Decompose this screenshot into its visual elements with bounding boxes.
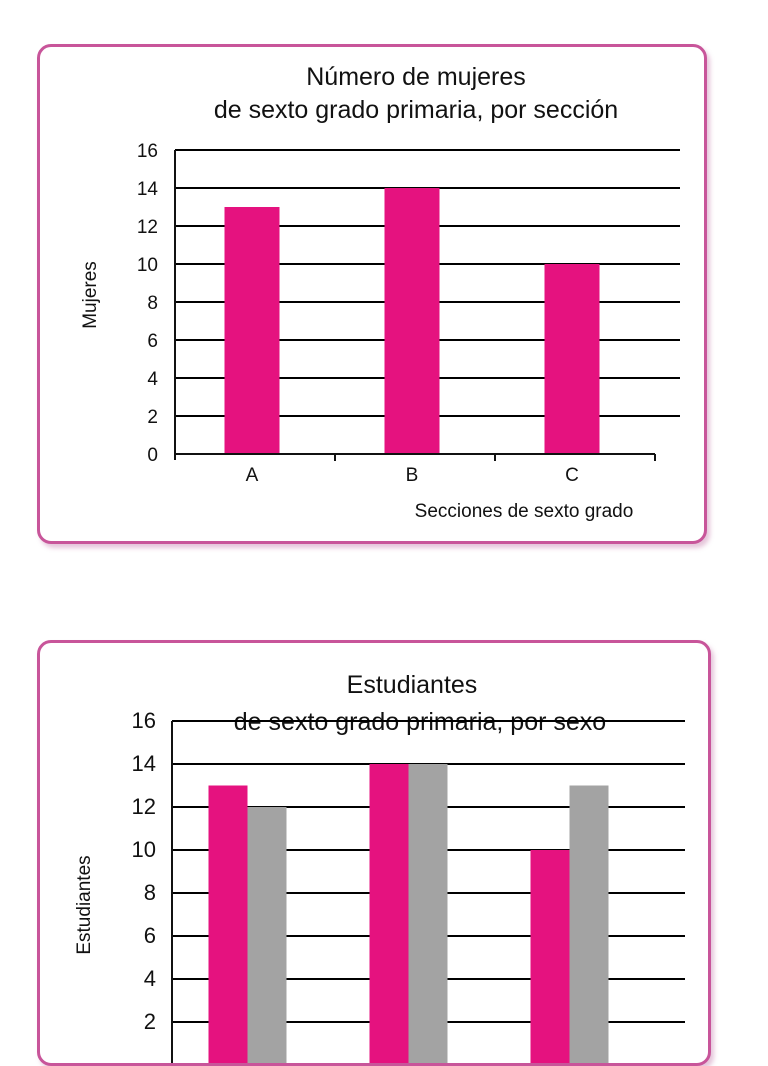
chart-card-mujeres-por-seccion: Número de mujeres de sexto grado primari… bbox=[37, 44, 707, 544]
x-tick-label: B bbox=[406, 465, 419, 486]
y-tick-label: 2 bbox=[147, 407, 158, 428]
x-axis-label: Secciones de sexto grado bbox=[415, 501, 634, 522]
x-tick-label: A bbox=[246, 465, 259, 486]
y-tick-label: 6 bbox=[144, 923, 156, 948]
bar-B-series-2 bbox=[408, 764, 448, 1063]
y-tick-label: 16 bbox=[137, 141, 158, 162]
chart-svg-estudiantes: Estudiantes de sexto grado primaria, por… bbox=[74, 671, 685, 1063]
chart-svg-mujeres: Número de mujeres de sexto grado primari… bbox=[80, 63, 680, 522]
y-tick-label: 2 bbox=[144, 1009, 156, 1034]
y-tick-label: 16 bbox=[132, 708, 156, 733]
y-tick-label: 14 bbox=[132, 751, 156, 776]
bar-A-series-2 bbox=[247, 807, 287, 1063]
bar-B bbox=[384, 188, 440, 454]
y-tick-label: 4 bbox=[147, 369, 158, 390]
y-tick-label: 6 bbox=[147, 331, 158, 352]
y-tick-label: 10 bbox=[137, 255, 158, 276]
y-tick-label: 12 bbox=[137, 217, 158, 238]
y-tick-label: 8 bbox=[147, 293, 158, 314]
bar-A-series-1 bbox=[208, 785, 248, 1063]
bar-C-series-1 bbox=[530, 850, 570, 1063]
x-tick-label: C bbox=[565, 465, 579, 486]
chart-title: Estudiantes bbox=[347, 671, 478, 699]
y-axis-label: Mujeres bbox=[80, 261, 101, 329]
y-tick-label: 8 bbox=[144, 880, 156, 905]
y-tick-label: 14 bbox=[137, 179, 159, 200]
chart-card-estudiantes-por-sexo: Estudiantes de sexto grado primaria, por… bbox=[37, 640, 711, 1066]
y-axis-label: Estudiantes bbox=[74, 855, 95, 954]
chart-subtitle: de sexto grado primaria, por sección bbox=[214, 96, 618, 124]
bar-C bbox=[544, 264, 600, 454]
bar-B-series-1 bbox=[369, 764, 409, 1063]
bar-A bbox=[224, 207, 280, 454]
y-tick-label: 4 bbox=[144, 966, 156, 991]
y-tick-label: 0 bbox=[147, 445, 158, 466]
y-tick-label: 12 bbox=[132, 794, 156, 819]
y-tick-label: 10 bbox=[132, 837, 156, 862]
chart-title: Número de mujeres bbox=[306, 63, 526, 91]
bar-C-series-2 bbox=[569, 785, 609, 1063]
